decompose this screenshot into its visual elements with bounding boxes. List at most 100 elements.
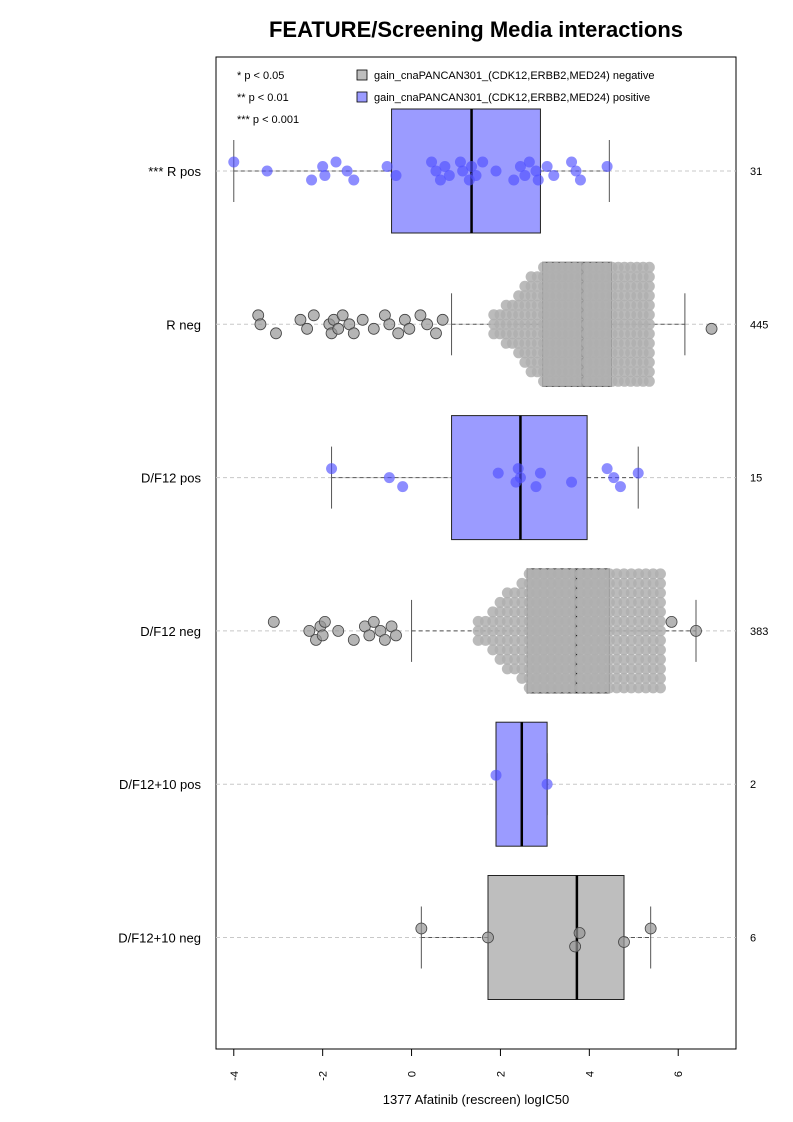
legend-entry-positive: gain_cnaPANCAN301_(CDK12,ERBB2,MED24) po… [374,92,650,104]
significance-legend: * p < 0.05 ** p < 0.01 *** p < 0.001 [237,70,299,126]
data-point [643,318,655,330]
x-tick-label: 6 [673,1071,685,1077]
data-point [319,170,331,181]
data-point [477,156,489,168]
data-point [270,327,282,340]
data-point [523,156,535,168]
data-point [326,463,338,475]
data-point [654,682,666,694]
group-label: D/F12+10 pos [119,777,202,792]
data-point [541,778,553,790]
data-point [457,165,469,177]
data-point [356,313,369,326]
grid-lines [216,170,736,938]
data-point [654,663,666,675]
group-label: D/F12+10 neg [118,931,201,946]
data-point [566,476,578,488]
data-point [383,472,395,484]
data-point [573,927,586,939]
data-point [654,634,666,646]
data-point [367,616,380,628]
data-point [294,313,307,326]
data-point [654,644,666,656]
data-point [430,165,442,177]
data-point [654,596,666,608]
data-point [643,375,655,387]
data-point [508,174,520,186]
group-label: D/F12 neg [140,624,201,639]
boxplots [233,108,697,1000]
data-point [512,463,524,475]
data-point [654,653,666,665]
data-point [267,616,280,628]
data-point [390,170,402,181]
data-point [367,322,380,335]
data-point [608,472,620,484]
data-point [439,161,451,172]
data-point [482,931,494,944]
data-point [390,629,402,642]
box [487,875,625,1000]
data-point [254,318,267,331]
data-point [317,161,329,172]
data-point [643,356,655,368]
data-point [347,634,360,646]
data-point [632,467,644,479]
data-point [541,161,553,172]
data-point [569,940,582,953]
data-point [654,568,666,580]
data-point [654,577,666,589]
data-point [381,161,393,172]
data-point [705,322,718,335]
group-counts: 31 445 15 383 2 6 [750,166,768,945]
x-tick-label: 2 [495,1071,507,1077]
group-count: 2 [750,779,756,791]
data-point [654,606,666,618]
data-point [570,165,582,177]
data-point [306,174,318,186]
data-point [643,280,655,292]
group-label: D/F12 pos [141,471,201,486]
data-point [490,769,502,781]
data-point [530,165,542,177]
x-tick-label: -4 [229,1071,241,1081]
series-legend: gain_cnaPANCAN301_(CDK12,ERBB2,MED24) ne… [356,69,654,104]
data-point [643,347,655,359]
data-point [532,174,544,186]
data-point [654,625,666,637]
group-count: 445 [750,319,768,331]
data-point [415,922,428,935]
data-point [378,634,391,646]
data-point [643,328,655,340]
sig-legend-3: *** p < 0.001 [237,114,299,126]
data-point [436,313,449,326]
data-point [303,625,316,637]
data-point [336,309,349,322]
data-point [434,174,446,186]
data-point [490,165,502,177]
data-point [643,337,655,349]
group-label: R neg [166,317,201,332]
data-point [643,271,655,283]
x-tick-label: 4 [584,1071,596,1077]
x-axis: -4 -2 0 2 4 6 [229,1048,685,1081]
data-point [403,322,416,335]
group-count: 15 [750,473,762,485]
data-point [690,625,702,637]
data-point [614,481,626,493]
chart-title: FEATURE/Screening Media interactions [269,17,683,42]
data-point [643,299,655,311]
data-point [534,467,546,479]
data-point [348,174,360,186]
data-point [383,318,396,331]
data-point [514,472,526,484]
data-point [414,309,427,322]
data-point [654,672,666,684]
data-point [261,165,273,177]
data-point [466,161,478,172]
data-point [618,936,630,948]
data-point [519,170,531,181]
data-point [330,156,342,168]
data-point [332,322,345,335]
